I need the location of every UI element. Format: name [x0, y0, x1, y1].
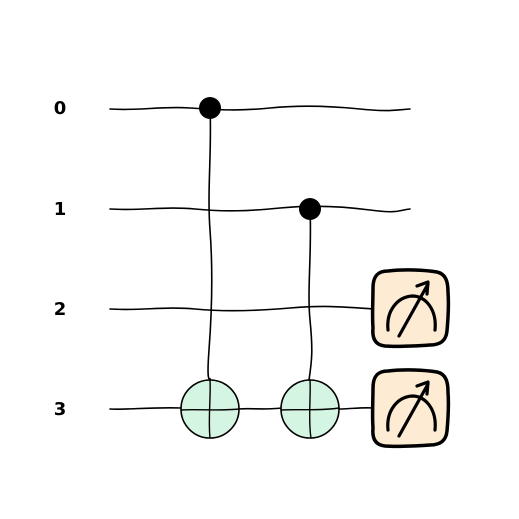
control-dot-q1	[299, 198, 321, 220]
meter-needle-q3	[397, 380, 430, 438]
cnot-link-0-3	[207, 107, 213, 381]
cnot-gate-1-3	[280, 198, 340, 439]
qubit-label-1: 1	[54, 199, 67, 220]
meter-icon	[386, 380, 437, 438]
measure-box-q2	[370, 268, 451, 349]
meter-arc-q3	[386, 394, 437, 432]
cnot-link-1-3	[308, 208, 313, 381]
measure-gate-q3	[370, 368, 451, 449]
qubit-labels: 0 1 2 3	[54, 98, 67, 420]
qubit-label-3: 3	[54, 399, 67, 420]
meter-arc-q2	[386, 294, 437, 332]
cnot-target-cross-a	[180, 379, 240, 439]
measure-box-q3	[370, 368, 451, 449]
meter-needle-q2	[397, 280, 430, 338]
qubit-wires	[109, 105, 411, 410]
qubit-wire-1	[109, 205, 411, 213]
cnot-target-cross-b	[280, 379, 340, 439]
qubit-label-0: 0	[54, 98, 67, 119]
measure-gate-q2	[370, 268, 451, 349]
qubit-label-2: 2	[54, 299, 67, 320]
cnot-gate-0-3	[180, 97, 240, 439]
control-dot-q0	[199, 97, 221, 119]
qubit-wire-0	[109, 105, 411, 112]
qubit-wire-2	[109, 305, 375, 312]
meter-icon	[386, 280, 437, 338]
